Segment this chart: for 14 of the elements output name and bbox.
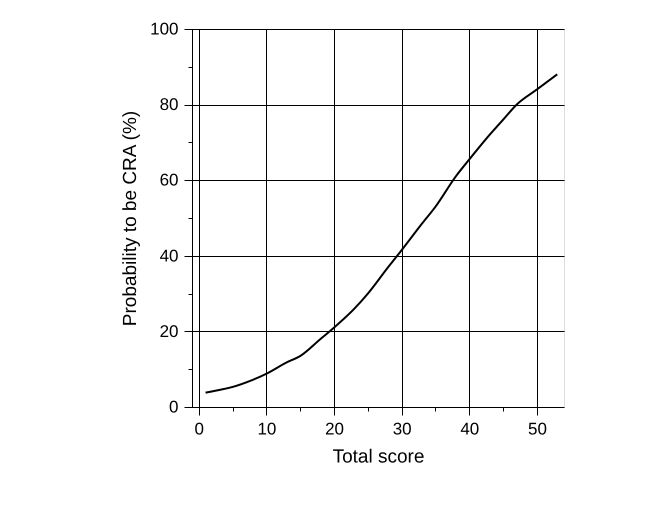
x-tick-label: 10 bbox=[257, 420, 276, 438]
y-axis-title: Probability to be CRA (%) bbox=[120, 110, 142, 326]
x-tick-label: 20 bbox=[325, 420, 344, 438]
x-tick-label: 40 bbox=[460, 420, 480, 438]
x-axis-title: Total score bbox=[332, 446, 424, 468]
y-tick-label: 100 bbox=[150, 20, 178, 38]
x-tick-label: 0 bbox=[194, 420, 204, 438]
y-tick-label: 60 bbox=[160, 170, 178, 190]
y-tick-label: 20 bbox=[160, 322, 178, 341]
y-tick-label: 80 bbox=[160, 95, 178, 114]
x-tick-label: 30 bbox=[392, 420, 412, 438]
y-tick-label: 0 bbox=[169, 398, 178, 416]
x-tick-label: 50 bbox=[528, 420, 547, 438]
y-tick-label: 40 bbox=[160, 246, 178, 266]
